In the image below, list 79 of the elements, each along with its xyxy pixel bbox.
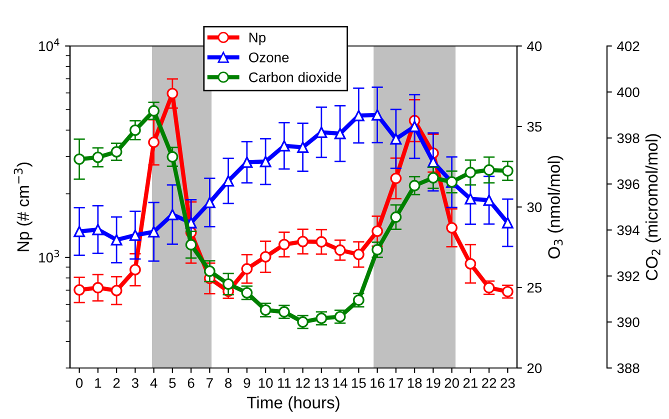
x-tick-label: 11 <box>278 378 291 388</box>
x-tick-label: 12 <box>296 378 310 388</box>
x-tick-label: 9 <box>244 378 250 388</box>
y2-tick-label: 20 <box>527 363 542 374</box>
legend-label: Carbon dioxide <box>249 72 342 82</box>
point <box>185 239 197 250</box>
y2-tick-label: 35 <box>527 122 542 132</box>
x-tick-label: 1 <box>95 378 102 388</box>
point <box>92 282 104 294</box>
y-tick-label: 10$^{3}$ <box>39 250 60 263</box>
point <box>241 263 253 275</box>
x-axis-title: Time (hours) <box>246 396 340 412</box>
x-tick-label: 5 <box>169 378 176 388</box>
x-tick-label: 17 <box>389 378 403 388</box>
point <box>446 222 458 234</box>
x-tick-label: 7 <box>206 378 213 388</box>
y3-tick-label: 396 <box>617 179 640 190</box>
point <box>372 225 384 237</box>
point <box>297 236 309 248</box>
point <box>74 153 86 165</box>
point <box>92 152 104 164</box>
y3-tick-label: 390 <box>617 317 640 328</box>
point <box>148 136 160 148</box>
y3-tick-label: 398 <box>617 133 640 144</box>
point <box>110 146 122 158</box>
x-tick-label: 23 <box>500 378 515 388</box>
legend-label: Ozone <box>249 52 289 62</box>
x-tick-label: 21 <box>463 378 478 388</box>
x-tick-label: 0 <box>76 378 83 388</box>
x-tick-label: 15 <box>352 378 366 388</box>
x-tick-label: 2 <box>113 378 120 388</box>
y2-tick-label: 30 <box>527 202 542 212</box>
point <box>204 265 216 277</box>
point <box>464 258 476 270</box>
point <box>166 151 178 163</box>
x-tick-label: 16 <box>370 378 384 388</box>
y2-tick-label: 40 <box>527 41 542 52</box>
point <box>483 164 495 176</box>
point <box>408 180 420 192</box>
point <box>464 166 476 178</box>
y-axis-title: Np (# cm$^{−3}$) <box>14 162 32 252</box>
point <box>129 264 141 276</box>
y3-tick-label: 394 <box>617 225 640 236</box>
y3-tick-label: 402 <box>617 41 640 52</box>
point <box>352 248 364 260</box>
y3-tick-label: 400 <box>617 87 640 98</box>
point <box>278 238 290 250</box>
x-tick-label: 20 <box>444 378 459 388</box>
x-tick-label: 3 <box>132 378 138 388</box>
point <box>372 244 384 256</box>
point <box>390 211 402 223</box>
y-tick-label: 10$^{4}$ <box>39 38 60 52</box>
y2-tick-label: 25 <box>527 282 542 293</box>
x-tick-label: 10 <box>258 378 273 388</box>
point <box>110 284 122 296</box>
point <box>129 124 141 136</box>
x-tick-label: 4 <box>150 378 158 388</box>
point <box>502 165 514 177</box>
y2-axis-title: O$_{3}$ (nmol/mol) <box>548 156 564 258</box>
point <box>148 105 160 117</box>
point <box>334 244 346 256</box>
y3-tick-label: 388 <box>617 363 640 374</box>
point <box>427 172 439 184</box>
point <box>74 284 86 296</box>
point <box>316 236 328 248</box>
x-tick-label: 19 <box>426 378 440 388</box>
x-tick-label: 22 <box>482 378 496 388</box>
x-tick-label: 13 <box>314 378 329 388</box>
y3-tick-label: 392 <box>617 271 640 282</box>
x-tick-label: 14 <box>333 378 348 388</box>
point <box>260 251 272 262</box>
point <box>222 278 234 290</box>
x-tick-label: 6 <box>188 378 194 388</box>
y3-axis-title: CO$_{2}$ (micromol/mol) <box>645 134 661 280</box>
x-tick-label: 8 <box>225 378 232 388</box>
point <box>390 172 402 184</box>
point <box>166 88 178 100</box>
legend-label: Np <box>249 32 266 46</box>
x-tick-label: 18 <box>408 378 422 388</box>
